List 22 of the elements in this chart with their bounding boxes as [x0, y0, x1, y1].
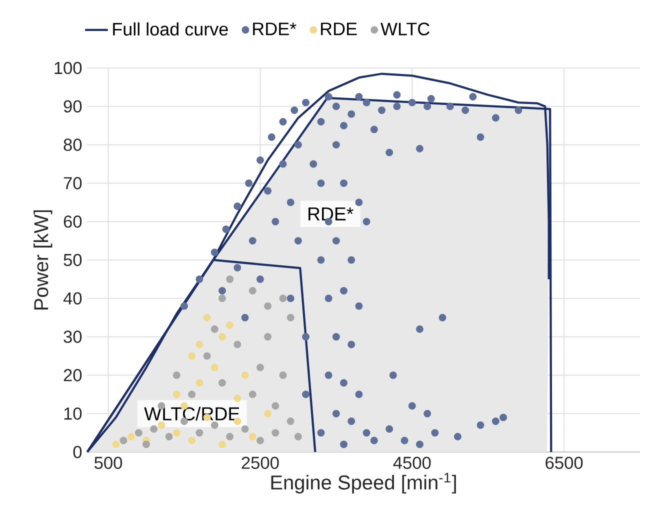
y-tick-label: 30	[64, 330, 82, 343]
y-tick-label: 0	[73, 446, 82, 458]
x-tick-label: 500	[94, 456, 122, 469]
y-tick-label: 60	[64, 215, 82, 228]
y-tick-label: 90	[64, 100, 82, 113]
y-tick-label: 20	[64, 369, 82, 382]
y-tick-label: 50	[64, 254, 82, 266]
x-tick-label: 4500	[393, 456, 431, 469]
x-tick-label: 6500	[546, 456, 583, 469]
y-tick-label: 100	[54, 62, 82, 74]
y-tick-label: 80	[64, 138, 82, 151]
annotation: RDE*	[308, 208, 354, 220]
x-tick-label: 2500	[242, 456, 279, 469]
legend-label: RDE*	[253, 22, 296, 36]
legend-label: RDE	[321, 22, 357, 36]
y-tick-label: 70	[64, 177, 82, 190]
y-axis-title: Power [kW]	[34, 210, 52, 310]
y-tick-label: 40	[63, 292, 82, 305]
legend-label: WLTC	[380, 22, 430, 36]
x-axis-title: Engine Speed [min$^{-1}$]	[271, 472, 456, 494]
legend-label: Full load curve	[113, 22, 228, 36]
y-tick-label: 10	[64, 407, 82, 420]
